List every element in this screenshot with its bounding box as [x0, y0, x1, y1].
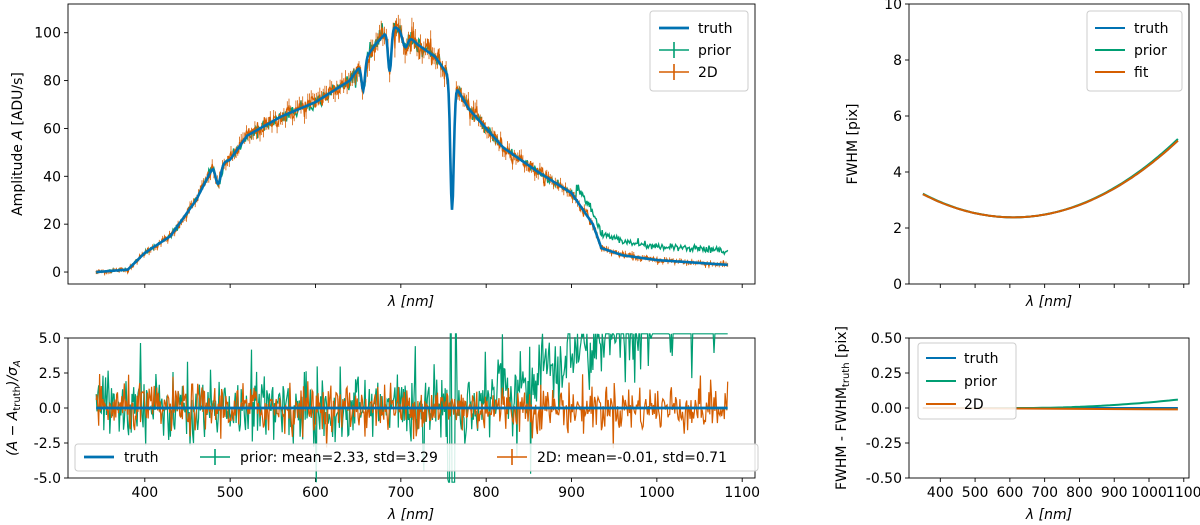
ytick-label: 0.50 [871, 331, 902, 347]
legend-box [74, 443, 759, 472]
ytick-label: 0.25 [871, 366, 902, 382]
2d-series [95, 20, 729, 276]
ytick-label: 20 [43, 217, 61, 233]
fwhm-residual-xlabel: λ [nm] [1025, 507, 1072, 523]
xtick-label: 500 [217, 485, 244, 501]
ytick-label: 2 [893, 221, 902, 237]
legend-truth: truth [698, 21, 732, 37]
fwhm-xlabel: λ [nm] [1025, 294, 1072, 310]
legend-fit: fit [1134, 65, 1149, 81]
ytick-label: 6 [893, 109, 902, 125]
fwhm-ylabel: FWHM [pix] [845, 104, 861, 185]
xtick-label: 800 [1066, 485, 1093, 501]
2d-errorbars [95, 14, 729, 276]
legend-prior: prior [964, 374, 997, 390]
ytick-label: 40 [43, 169, 61, 185]
residual-panel: -5.0 -2.5 0.0 2.5 5.0 400 500 600 700 800 900 1000 1… [5, 331, 760, 523]
legend-prior: prior [698, 43, 731, 59]
legend-2d: 2D [698, 65, 718, 81]
ytick-label: -2.5 [34, 436, 61, 452]
ytick-label: 10 [884, 0, 902, 13]
xtick-label: 1000 [639, 485, 675, 501]
legend-2d: 2D [964, 397, 984, 413]
fwhm-series [922, 138, 1179, 219]
truth-curve [922, 139, 1179, 219]
ytick-label: 0 [893, 277, 902, 293]
residual-legend: truth prior: mean=2.33, std=3.29 2D: mea… [74, 443, 759, 472]
truth-series [96, 26, 728, 274]
legend-truth: truth [1134, 21, 1168, 37]
xtick-label: 600 [302, 485, 329, 501]
2d-residuals [95, 373, 729, 449]
fwhm-legend: truth prior fit [1086, 10, 1183, 92]
residual-series [95, 333, 729, 483]
fwhm-axes-frame [908, 3, 1190, 285]
xtick-label: 400 [131, 485, 158, 501]
xtick-label: 700 [1031, 485, 1058, 501]
ytick-label: 8 [893, 53, 902, 69]
fit-curve [922, 139, 1179, 219]
ytick-label: -5.0 [34, 471, 61, 487]
legend-truth: truth [964, 351, 998, 367]
ytick-label: 0.00 [871, 401, 902, 417]
ytick-label: -0.50 [866, 471, 902, 487]
xtick-label: 500 [962, 485, 989, 501]
ytick-label: 0 [52, 265, 61, 281]
ytick-label: 2.5 [39, 366, 61, 382]
amplitude-legend: truth prior 2D [649, 10, 749, 92]
amplitude-xlabel: λ [nm] [387, 294, 434, 310]
ytick-label: 0.0 [39, 401, 61, 417]
prior-curve [922, 138, 1179, 219]
ytick-label: 80 [43, 74, 61, 90]
residual-ylabel: (A − Atruth)/σA [5, 360, 23, 456]
xtick-label: 700 [387, 485, 414, 501]
ytick-label: 5.0 [39, 331, 61, 347]
legend-box [917, 342, 1017, 420]
legend-truth: truth [124, 450, 158, 466]
ytick-label: 100 [34, 26, 61, 42]
xtick-label: 600 [997, 485, 1024, 501]
amplitude-ylabel: Amplitude A [ADU/s] [10, 72, 26, 216]
legend-prior: prior [1134, 43, 1167, 59]
xtick-label: 400 [927, 485, 954, 501]
fwhm-residual-panel: -0.50 -0.25 0.00 0.25 0.50 400 500 600 700 800 900… [834, 326, 1200, 523]
fwhm-residual-legend: truth prior 2D [917, 342, 1017, 420]
ytick-label: 4 [893, 165, 902, 181]
xtick-label: 900 [558, 485, 585, 501]
legend-2d: 2D: mean=-0.01, std=0.71 [537, 450, 727, 466]
residual-xlabel: λ [nm] [387, 507, 434, 523]
amplitude-axes-frame [67, 3, 756, 285]
xtick-label: 1000 [1131, 485, 1167, 501]
fwhm-panel: 0 2 4 6 8 10 λ [nm] FWHM [pix] truth prior fi… [845, 0, 1190, 310]
amplitude-series [95, 14, 729, 276]
xtick-label: 900 [1101, 485, 1128, 501]
ytick-label: -0.25 [866, 436, 902, 452]
xtick-label: 1100 [724, 485, 760, 501]
fwhm-residual-ylabel: FWHM - FWHMtruth [pix] [834, 326, 852, 490]
legend-prior: prior: mean=2.33, std=3.29 [240, 450, 438, 466]
xtick-label: 800 [473, 485, 500, 501]
prior-series [95, 22, 729, 275]
ytick-label: 60 [43, 121, 61, 137]
xtick-label: 1100 [1166, 485, 1200, 501]
